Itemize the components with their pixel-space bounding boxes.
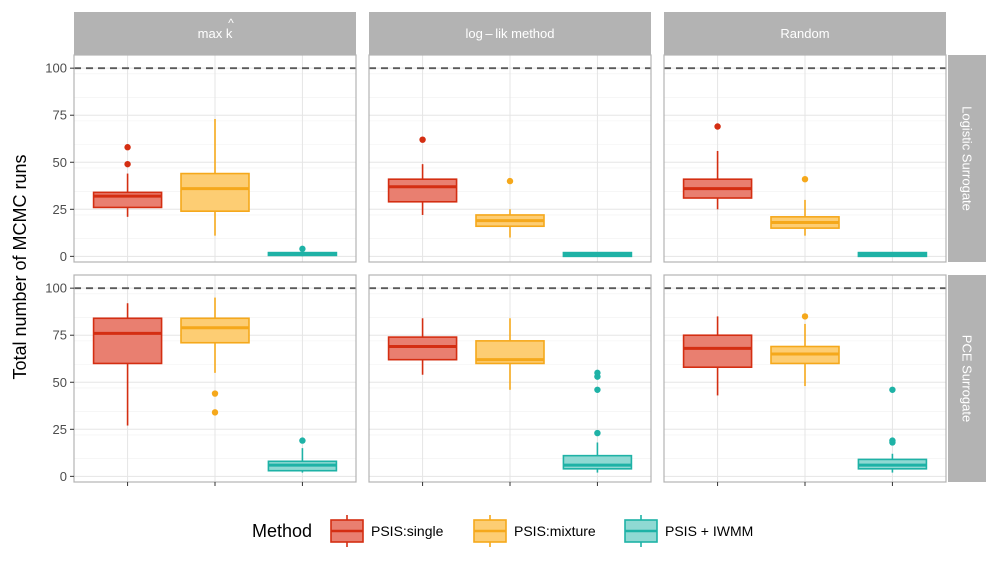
legend: Method PSIS:single PSIS:mixture PSIS + IWM… [252,515,753,547]
outlier-point [594,369,601,377]
outlier-point [801,313,809,320]
column-strip-3 [664,12,946,55]
box-psis-mixture [180,118,250,236]
legend-label: PSIS:single [371,523,444,539]
outlier-point [124,160,131,168]
box-psis-single [92,303,163,426]
box-iqr [180,317,250,344]
box-psis-single [682,316,753,396]
y-tick-label: 50 [53,155,67,170]
box-psis-iwmm [857,386,928,473]
panel-r1-c3 [663,54,947,263]
outlier-point [299,437,306,444]
panel-r2-c2 [368,274,652,486]
panel-border [368,54,652,263]
outlier-point [299,245,306,253]
panel-r2-c3 [663,274,947,486]
panel-border [663,54,947,263]
column-strip-label-2: log – lik method [465,26,554,41]
outlier-point [801,176,809,183]
box-psis-iwmm [267,437,338,473]
y-tick-label: 100 [45,281,67,296]
y-tick-label: 75 [53,328,67,343]
panel-r2-c1: 0 25 50 75 100 [45,274,357,486]
outlier-point [889,386,896,393]
outlier-point [419,136,426,143]
box-iqr [180,172,250,212]
box-psis-mixture [770,176,840,236]
row-strip-label-1: Logistic Surrogate [960,106,975,211]
legend-item-psis-iwmm: PSIS + IWMM [624,515,753,547]
box-psis-single [387,136,458,215]
box-iqr [387,336,458,361]
y-axis-label: Total number of MCMC runs [10,154,30,379]
y-tick-label: 75 [53,108,67,123]
legend-title: Method [252,521,312,541]
outlier-point [211,409,219,416]
box-iqr [475,340,545,365]
y-tick-label: 50 [53,375,67,390]
box-iqr [92,317,163,365]
outlier-point [211,390,219,397]
column-strip-label-3: Random [780,26,829,41]
column-strip-hat: ^ [228,16,234,30]
legend-item-psis-single: PSIS:single [330,515,444,547]
y-tick-label: 25 [53,422,67,437]
box-psis-iwmm [267,245,338,257]
y-tick-label: 0 [60,249,67,264]
legend-item-psis-mixture: PSIS:mixture [473,515,596,547]
outlier-point [124,144,131,151]
box-psis-single [682,123,753,210]
legend-label: PSIS:mixture [514,523,596,539]
outlier-point [506,177,514,185]
y-tick-label: 100 [45,61,67,76]
box-psis-mixture [475,318,545,390]
column-strip-label-1: max k [198,26,233,41]
box-psis-mixture [475,177,545,238]
legend-label: PSIS + IWMM [665,523,753,539]
row-strip-1 [948,55,986,262]
box-iqr [92,191,163,209]
box-iqr [562,454,633,470]
row-strip-2 [948,275,986,482]
box-iqr [682,334,753,369]
box-psis-mixture [180,297,250,416]
panel-border [73,54,357,263]
outlier-point [594,386,601,393]
panel-r1-c1: 0 25 50 75 100 [45,54,357,264]
y-tick-label: 25 [53,202,67,217]
column-strip-2 [369,12,651,55]
box-psis-iwmm [562,251,633,258]
column-strip-1 [74,12,356,55]
outlier-point [714,123,721,130]
box-iqr [387,178,458,203]
box-psis-iwmm [857,251,928,258]
outlier-point [594,429,601,437]
panel-r1-c2 [368,54,652,263]
y-tick-label: 0 [60,469,67,484]
box-psis-single [387,318,458,375]
box-psis-mixture [770,313,840,387]
box-psis-iwmm [562,369,633,473]
outlier-point [889,437,896,444]
box-psis-single [92,144,163,217]
row-strip-label-2: PCE Surrogate [960,335,975,422]
